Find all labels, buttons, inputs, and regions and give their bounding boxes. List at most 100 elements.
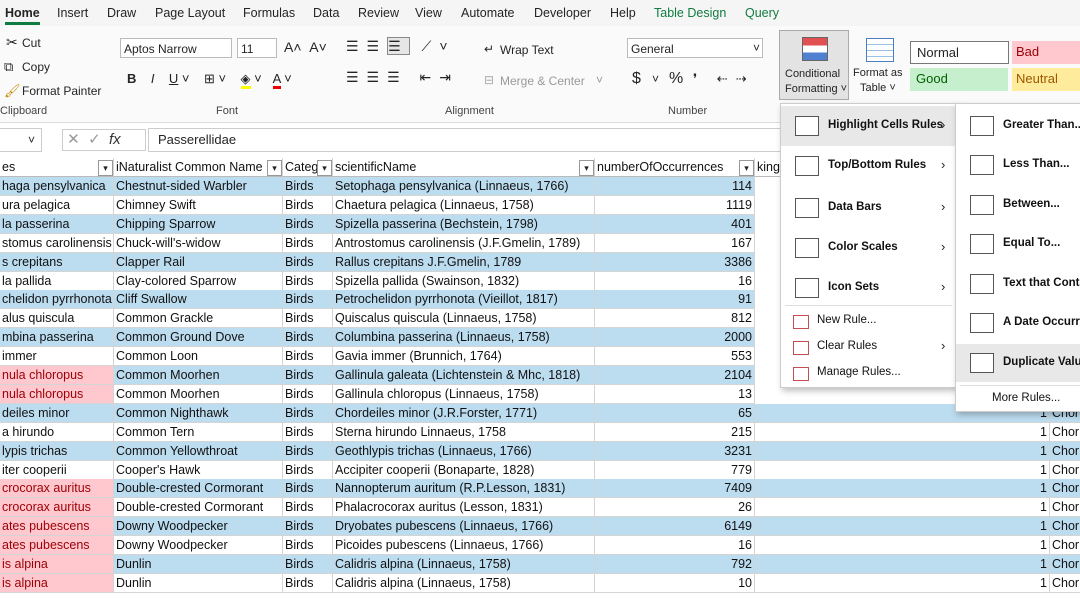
table-cell[interactable]: Common Nighthawk — [114, 403, 283, 423]
table-cell[interactable]: Rallus crepitans J.F.Gmelin, 1789 — [333, 252, 595, 272]
table-cell[interactable]: Birds — [283, 460, 333, 480]
table-cell[interactable]: 7409 — [595, 479, 755, 499]
table-cell[interactable]: Gavia immer (Brunnich, 1764) — [333, 347, 595, 367]
table-cell[interactable]: Chor — [1050, 555, 1080, 574]
table-cell[interactable]: Petrochelidon pyrrhonota (Vieillot, 1817… — [333, 290, 595, 310]
table-cell[interactable]: is alpina — [0, 555, 114, 574]
table-cell[interactable]: Common Moorhen — [114, 384, 283, 404]
table-cell[interactable]: 1 — [755, 517, 1050, 537]
table-cell[interactable]: nula chloropus — [0, 366, 114, 385]
ribbon-tab[interactable]: Formulas — [243, 6, 296, 20]
table-cell[interactable]: 1 — [755, 498, 1050, 518]
table-cell[interactable]: Setophaga pensylvanica (Linnaeus, 1766) — [333, 177, 595, 196]
table-cell[interactable]: Chor — [1050, 573, 1080, 593]
ribbon-tab[interactable]: Table Design — [654, 6, 727, 20]
table-cell[interactable]: a hirundo — [0, 422, 114, 442]
table-cell[interactable]: Downy Woodpecker — [114, 517, 283, 537]
ribbon-tab[interactable]: Home — [5, 6, 40, 25]
table-cell[interactable]: Common Yellowthroat — [114, 441, 283, 461]
table-cell[interactable]: 401 — [595, 214, 755, 234]
table-cell[interactable]: 1 — [755, 573, 1050, 593]
table-cell[interactable]: crocorax auritus — [0, 498, 114, 518]
table-cell[interactable]: Spizella pallida (Swainson, 1832) — [333, 271, 595, 291]
table-cell[interactable]: Gallinula galeata (Lichtenstein & Mhc, 1… — [333, 366, 595, 385]
table-cell[interactable]: Birds — [283, 366, 333, 385]
table-cell[interactable]: 114 — [595, 177, 755, 196]
ribbon-tab[interactable]: Insert — [57, 6, 89, 20]
table-cell[interactable]: Chor — [1050, 498, 1080, 518]
table-cell[interactable]: Clapper Rail — [114, 252, 283, 272]
menu-item[interactable]: Icon Sets — [828, 281, 880, 293]
table-cell[interactable]: Chimney Swift — [114, 195, 283, 215]
table-cell[interactable]: 1 — [755, 479, 1050, 499]
table-cell[interactable]: Chor — [1050, 517, 1080, 537]
table-cell[interactable]: 3231 — [595, 441, 755, 461]
menu-item[interactable]: Highlight Cells Rules — [828, 119, 944, 131]
submenu-item[interactable]: Greater Than... — [1003, 119, 1080, 131]
table-cell[interactable]: 553 — [595, 347, 755, 367]
name-box[interactable]: ˅ — [0, 128, 42, 152]
menu-item[interactable]: Data Bars — [828, 201, 882, 213]
filter-button[interactable]: ▾ — [739, 160, 754, 176]
style-good[interactable]: Good — [910, 68, 1008, 91]
table-cell[interactable]: la passerina — [0, 214, 114, 234]
table-cell[interactable]: Chordeiles minor (J.R.Forster, 1771) — [333, 403, 595, 423]
table-cell[interactable]: Birds — [283, 479, 333, 499]
column-header[interactable]: es — [0, 158, 114, 177]
format-table-label[interactable]: Table ˅ — [860, 82, 896, 94]
ribbon-tab[interactable]: Automate — [461, 6, 515, 20]
currency[interactable]: $ — [632, 70, 641, 87]
filter-button[interactable]: ▾ — [98, 160, 113, 176]
table-cell[interactable]: Sterna hirundo Linnaeus, 1758 — [333, 422, 595, 442]
table-cell[interactable]: Common Ground Dove — [114, 328, 283, 348]
table-cell[interactable]: Birds — [283, 177, 333, 196]
formula-buttons[interactable]: ✕ ✓ fx — [62, 129, 146, 151]
table-cell[interactable]: ates pubescens — [0, 536, 114, 556]
table-cell[interactable]: 2104 — [595, 366, 755, 385]
table-cell[interactable]: 1119 — [595, 195, 755, 215]
format-table-label[interactable]: Format as — [853, 67, 903, 79]
table-cell[interactable]: Antrostomus carolinensis (J.F.Gmelin, 17… — [333, 233, 595, 253]
table-cell[interactable]: iter cooperii — [0, 460, 114, 480]
table-cell[interactable]: Birds — [283, 422, 333, 442]
filter-button[interactable]: ▾ — [317, 160, 332, 176]
table-cell[interactable]: lypis trichas — [0, 441, 114, 461]
style-bad[interactable]: Bad — [1012, 41, 1080, 64]
table-cell[interactable]: Dunlin — [114, 555, 283, 574]
table-cell[interactable]: Chor — [1050, 441, 1080, 461]
table-cell[interactable]: Accipiter cooperii (Bonaparte, 1828) — [333, 460, 595, 480]
column-header[interactable]: numberOfOccurrences — [595, 158, 755, 177]
table-cell[interactable]: 16 — [595, 271, 755, 291]
ribbon-tab[interactable]: View — [415, 6, 442, 20]
column-header[interactable]: iNaturalist Common Name — [114, 158, 283, 177]
table-cell[interactable]: 167 — [595, 233, 755, 253]
table-cell[interactable]: haga pensylvanica — [0, 177, 114, 196]
menu-item[interactable]: Manage Rules... — [817, 366, 901, 378]
menu-item[interactable]: Top/Bottom Rules — [828, 159, 927, 171]
table-cell[interactable]: Birds — [283, 328, 333, 348]
table-cell[interactable]: Birds — [283, 441, 333, 461]
table-cell[interactable]: 13 — [595, 384, 755, 404]
table-cell[interactable]: 1 — [755, 555, 1050, 574]
number-format[interactable]: General — [627, 38, 763, 58]
table-cell[interactable]: stomus carolinensis — [0, 233, 114, 253]
table-cell[interactable]: Gallinula chloropus (Linnaeus, 1758) — [333, 384, 595, 404]
table-cell[interactable]: Chor — [1050, 536, 1080, 556]
ribbon-tab[interactable]: Developer — [534, 6, 591, 20]
ribbon-tab[interactable]: Draw — [107, 6, 137, 20]
table-cell[interactable]: 1 — [755, 536, 1050, 556]
table-cell[interactable]: chelidon pyrrhonota — [0, 290, 114, 310]
ribbon-tab[interactable]: Query — [745, 6, 780, 20]
table-cell[interactable]: 1 — [755, 422, 1050, 442]
style-normal[interactable]: Normal — [910, 41, 1009, 64]
table-cell[interactable]: Spizella passerina (Bechstein, 1798) — [333, 214, 595, 234]
table-cell[interactable]: Birds — [283, 573, 333, 593]
table-cell[interactable]: la pallida — [0, 271, 114, 291]
menu-item[interactable]: Color Scales — [828, 241, 898, 253]
table-cell[interactable]: 16 — [595, 536, 755, 556]
table-cell[interactable]: Birds — [283, 290, 333, 310]
font-name[interactable]: Aptos Narrow — [120, 38, 232, 58]
table-cell[interactable]: Birds — [283, 252, 333, 272]
conditional-formatting-button[interactable]: Conditional Formatting ˅ — [779, 30, 849, 100]
ribbon-tab[interactable]: Data — [313, 6, 340, 20]
